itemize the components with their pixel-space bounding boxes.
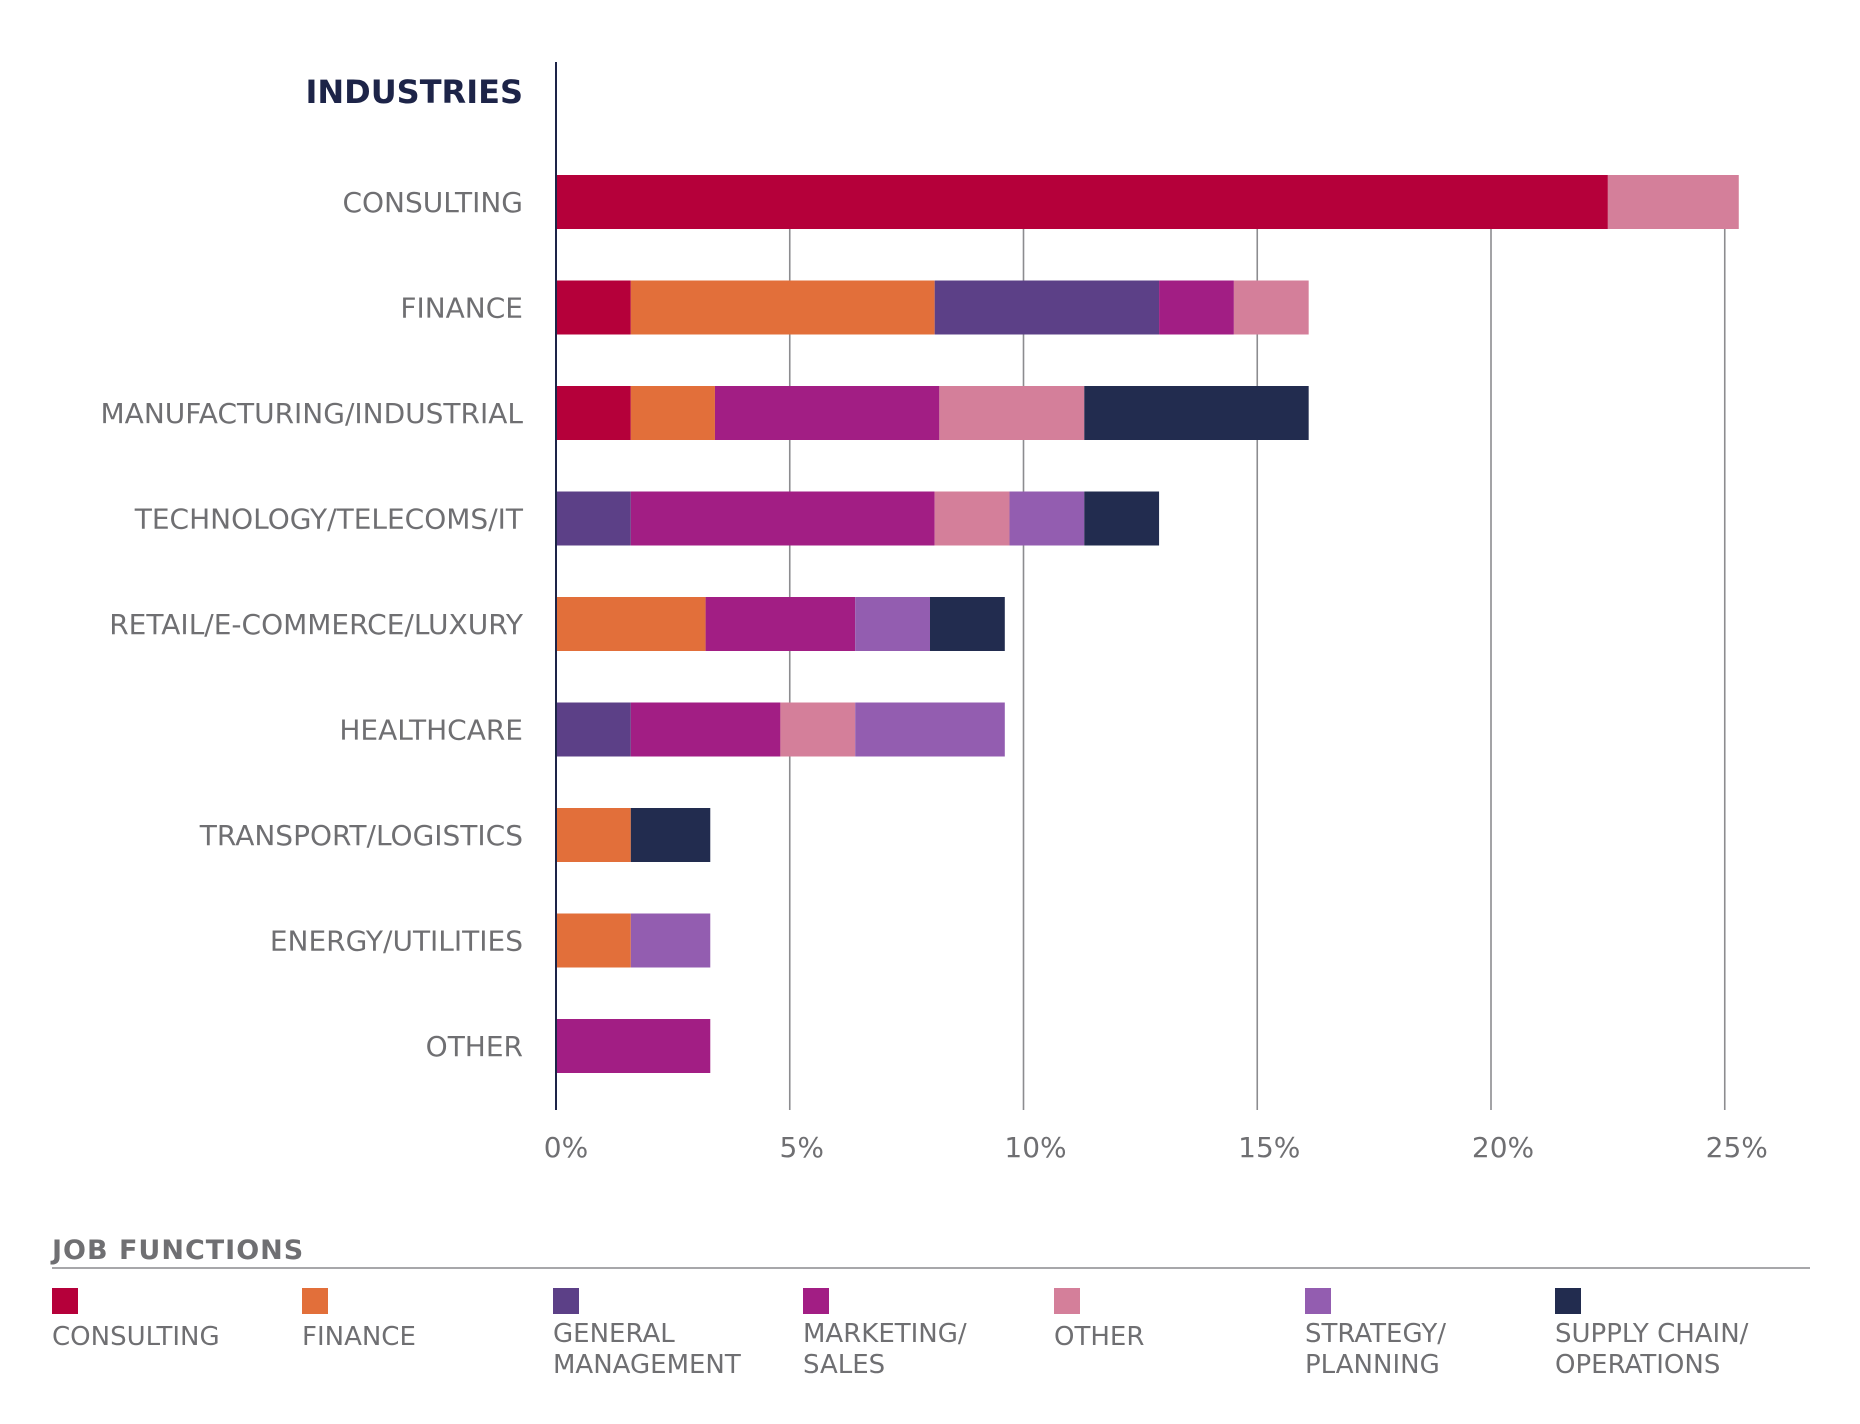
bar-1-3: [1159, 280, 1234, 335]
legend-label-2-0: GENERAL: [553, 1319, 675, 1349]
legend-label-6-0: SUPPLY CHAIN/: [1555, 1319, 1749, 1349]
legend-swatch-0: [52, 1288, 78, 1314]
bar-6-6: [630, 808, 711, 862]
x-tick-10: 10%: [1004, 1131, 1066, 1164]
bar-2-0: [556, 386, 631, 440]
bar-4-5: [855, 597, 930, 651]
x-tick-20: 20%: [1472, 1131, 1534, 1164]
bar-5-4: [780, 702, 856, 757]
bar-5-3: [630, 702, 781, 757]
bar-5-2: [556, 702, 631, 757]
category-label-8: OTHER: [426, 1030, 523, 1063]
legend-label-2-1: MANAGEMENT: [553, 1350, 741, 1380]
bar-2-1: [630, 386, 715, 440]
bar-1-4: [1233, 280, 1309, 335]
bar-0-0: [556, 175, 1608, 229]
legend-label-5-0: STRATEGY/: [1305, 1319, 1446, 1349]
x-tick-25: 25%: [1706, 1131, 1768, 1164]
legend-label-0-0: CONSULTING: [52, 1322, 220, 1352]
legend-label-3-0: MARKETING/: [803, 1319, 967, 1349]
bar-6-1: [556, 808, 631, 862]
legend-swatch-6: [1555, 1288, 1581, 1314]
bar-7-5: [630, 913, 711, 968]
bar-1-0: [556, 280, 631, 335]
legend-swatch-3: [803, 1288, 829, 1314]
bar-5-5: [855, 702, 1005, 757]
bar-3-2: [556, 491, 631, 546]
category-label-0: CONSULTING: [342, 186, 523, 219]
bar-4-1: [556, 597, 706, 651]
bar-3-5: [1009, 491, 1085, 546]
bar-2-6: [1084, 386, 1309, 440]
legend-swatch-4: [1054, 1288, 1080, 1314]
bar-4-6: [930, 597, 1005, 651]
bar-1-2: [934, 280, 1160, 335]
chart-title: INDUSTRIES: [305, 73, 523, 111]
category-labels: CONSULTING FINANCE MANUFACTURING/INDUSTRIA…: [101, 186, 524, 1063]
category-label-2: MANUFACTURING/INDUSTRIAL: [101, 397, 524, 430]
bar-1-1: [630, 280, 935, 335]
bar-0-4: [1607, 175, 1739, 229]
bar-7-1: [556, 913, 631, 968]
bar-8-3: [556, 1019, 711, 1073]
legend-label-1-0: FINANCE: [302, 1322, 416, 1352]
bars: [556, 175, 1739, 1073]
legend-swatch-1: [302, 1288, 328, 1314]
x-tick-5: 5%: [780, 1131, 824, 1164]
category-label-6: TRANSPORT/LOGISTICS: [199, 819, 523, 852]
x-tick-15: 15%: [1238, 1131, 1300, 1164]
bar-3-3: [630, 491, 935, 546]
category-label-3: TECHNOLOGY/TELECOMS/IT: [134, 503, 524, 536]
legend-label-5-1: PLANNING: [1305, 1350, 1440, 1380]
category-label-1: FINANCE: [400, 292, 523, 325]
x-tick-0: 0%: [544, 1131, 588, 1164]
bar-2-3: [714, 386, 940, 440]
legend-label-6-1: OPERATIONS: [1555, 1350, 1720, 1380]
category-label-4: RETAIL/E-COMMERCE/LUXURY: [109, 608, 524, 641]
legend: JOB FUNCTIONS CONSULTING FINANCE GENERALMA…: [50, 1235, 1810, 1380]
category-label-7: ENERGY/UTILITIES: [270, 925, 523, 958]
legend-swatch-5: [1305, 1288, 1331, 1314]
bar-3-6: [1084, 491, 1160, 546]
legend-title: JOB FUNCTIONS: [50, 1235, 304, 1266]
legend-swatch-2: [553, 1288, 579, 1314]
bar-4-3: [705, 597, 856, 651]
bar-2-4: [939, 386, 1085, 440]
category-label-5: HEALTHCARE: [339, 714, 523, 747]
legend-label-3-1: SALES: [803, 1350, 885, 1380]
legend-label-4-0: OTHER: [1054, 1322, 1144, 1352]
bar-3-4: [934, 491, 1010, 546]
x-tick-labels: 0% 5% 10% 15% 20% 25%: [544, 1131, 1768, 1164]
